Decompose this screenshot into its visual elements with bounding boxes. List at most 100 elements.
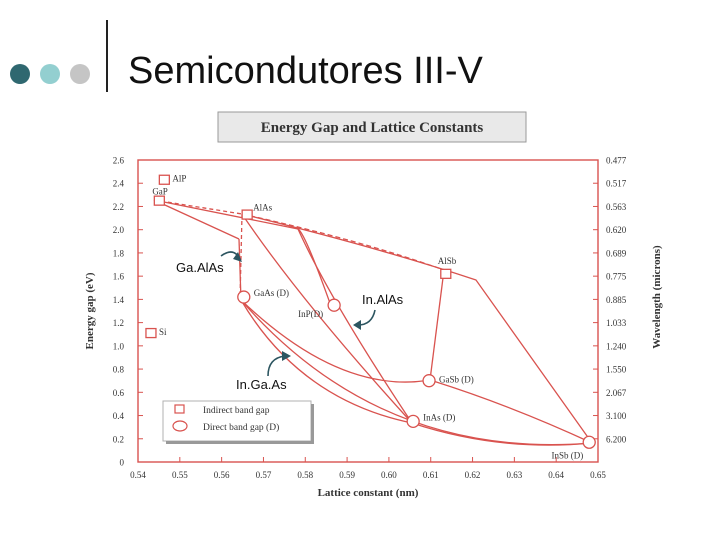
- point-gasb-d: [422, 374, 436, 388]
- y-tick-label: 2.2: [113, 202, 124, 212]
- y-axis: 0 0.2 0.4 0.6 0.8 1.0 1.2 1.4 1.6 1.8 2.0 2.2 2.4 2.6: [113, 156, 143, 468]
- curve-gaas-inas: [240, 299, 413, 424]
- plot-area: [137, 159, 599, 463]
- legend-label-indirect: Indirect band gap: [203, 406, 270, 416]
- point-label-alsb: AlSb: [438, 256, 457, 266]
- annotations: Ga.AlAs In.AlAs In.Ga.As: [176, 251, 404, 392]
- dot-2: [40, 64, 60, 84]
- slide-bullet-dots: [10, 64, 100, 86]
- y-tick-label: 2.0: [113, 225, 125, 235]
- point-label-gasb-d: GaSb (D): [439, 375, 474, 385]
- point-label-inp-d: InP(D): [298, 309, 323, 319]
- point-label-si: Si: [159, 327, 167, 337]
- x-tick-label: 0.65: [590, 470, 606, 480]
- y2-tick-label: 6.200: [606, 434, 627, 444]
- y-tick-label: 1.2: [113, 318, 124, 328]
- legend-shadow-bottom: [166, 441, 314, 444]
- annotation-arrowhead-gaalas: [233, 252, 242, 262]
- curve-alas-insb: [241, 213, 593, 444]
- annotation-arrowhead-ingaas: [282, 351, 291, 361]
- point-label-inas-d: InAs (D): [423, 412, 455, 422]
- title-divider: [106, 20, 108, 92]
- point-label-alp: AlP: [172, 174, 186, 184]
- legend-marker-circle: [172, 420, 188, 432]
- x-tick-label: 0.56: [214, 470, 230, 480]
- y-tick-label: 0.2: [113, 434, 124, 444]
- point-label-alas: AlAs: [253, 203, 272, 213]
- y-axis-label: Energy gap (eV): [84, 272, 96, 349]
- x-tick-label: 0.61: [423, 470, 439, 480]
- point-label-gap: GaP: [152, 187, 168, 197]
- curve-gaas-direct: [238, 238, 242, 301]
- data-points: AlP GaP AlAs AlSb Si GaAs (D) InP(D) GaSb (D) In…: [145, 174, 596, 460]
- point-inas-d: [406, 414, 420, 428]
- annotation-inalas: In.AlAs: [362, 292, 404, 307]
- point-label-gaas-d: GaAs (D): [254, 288, 289, 298]
- legend-label-direct: Direct band gap (D): [203, 422, 279, 433]
- point-alsb: [440, 268, 452, 279]
- x-tick-label: 0.59: [339, 470, 355, 480]
- point-insb-d: [582, 435, 596, 449]
- dot-1: [10, 64, 30, 84]
- point-alp: [158, 174, 170, 185]
- x-tick-label: 0.58: [297, 470, 313, 480]
- x-tick-label: 0.55: [172, 470, 188, 480]
- y2-tick-label: 0.517: [606, 179, 627, 189]
- point-label-insb-d: InSb (D): [551, 450, 583, 460]
- y2-tick-label: 1.033: [606, 318, 627, 328]
- y-tick-label: 1.0: [113, 341, 125, 351]
- x-tick-label: 0.57: [256, 470, 272, 480]
- y2-tick-label: 0.563: [606, 202, 627, 212]
- point-si: [145, 327, 157, 339]
- y2-tick-label: 0.477: [606, 156, 627, 166]
- y-tick-label: 0.6: [113, 388, 125, 398]
- y-tick-label: 2.4: [113, 179, 125, 189]
- y-tick-label: 1.4: [113, 295, 125, 305]
- y-tick-label: 0.4: [113, 411, 125, 421]
- y2-tick-label: 0.620: [606, 225, 627, 235]
- point-inp-d: [327, 298, 341, 312]
- y-tick-label: 0: [120, 458, 125, 468]
- slide-title: Semicondutores III-V: [128, 50, 483, 92]
- y2-tick-label: 0.775: [606, 272, 627, 282]
- alloy-curves: [153, 199, 593, 446]
- curve-gaas-gasb: [240, 299, 431, 383]
- x-tick-label: 0.64: [548, 470, 564, 480]
- annotation-ingaas: In.Ga.As: [236, 377, 287, 392]
- x-tick-label: 0.62: [465, 470, 481, 480]
- chart-title: Energy Gap and Lattice Constants: [261, 120, 484, 136]
- x-tick-label: 0.60: [381, 470, 397, 480]
- legend-shadow-right: [311, 404, 314, 444]
- y-tick-label: 1.6: [113, 272, 125, 282]
- point-alas: [241, 209, 253, 220]
- x-axis-label: Lattice constant (nm): [318, 487, 419, 499]
- curve-gaas-insb: [240, 299, 593, 446]
- y-tick-label: 1.8: [113, 248, 125, 258]
- y-tick-label: 0.8: [113, 365, 125, 375]
- chart-background: [59, 107, 665, 507]
- y2-tick-label: 0.689: [606, 248, 627, 258]
- legend-box: [162, 400, 312, 442]
- annotation-gaalas: Ga.AlAs: [176, 260, 224, 275]
- legend: Indirect band gap Direct band gap (D): [162, 400, 314, 444]
- x-axis: 0.54 0.55 0.56 0.57 0.58 0.59 0.60 0.61 0.62 0.63…: [130, 457, 606, 480]
- point-gap: [153, 195, 165, 206]
- curve-inp-inas: [297, 228, 413, 424]
- y2-tick-label: 2.067: [606, 388, 627, 398]
- y-tick-label: 2.6: [113, 156, 125, 166]
- chart-title-box: [217, 111, 527, 143]
- y2-axis-label: Wavelength (microns): [651, 245, 663, 349]
- curve-alsb-gasb: [429, 269, 445, 381]
- y2-axis: 0.477 0.517 0.563 0.620 0.689 0.775 0.885 1.033…: [593, 156, 627, 444]
- curve-alas-inas: [241, 213, 413, 424]
- y2-tick-label: 1.240: [606, 341, 627, 351]
- y2-tick-label: 1.550: [606, 365, 627, 375]
- curve-gap-gaas-upper: [153, 199, 240, 240]
- dot-3: [70, 64, 90, 84]
- curve-gasb-insb: [429, 379, 593, 444]
- legend-marker-square: [174, 404, 185, 414]
- x-tick-label: 0.63: [506, 470, 522, 480]
- curve-alas-gaas: [239, 213, 243, 301]
- x-tick-label: 0.54: [130, 470, 146, 480]
